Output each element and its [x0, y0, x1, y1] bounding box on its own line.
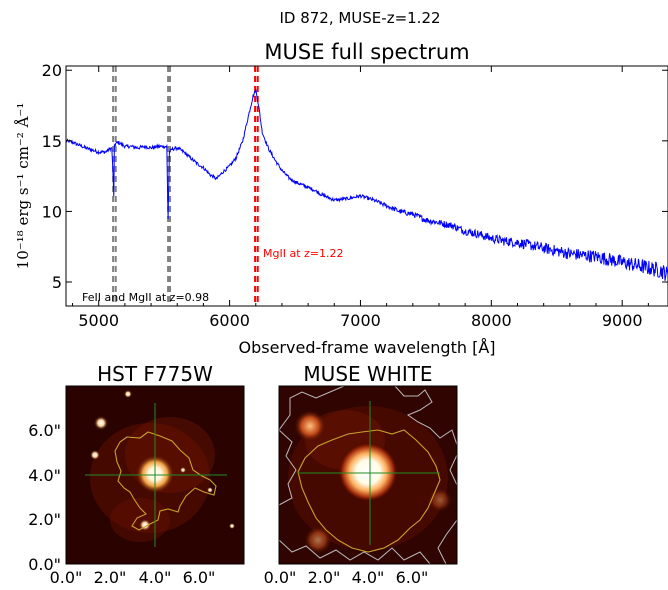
- muse-x-tick-label: 4.0": [352, 568, 385, 587]
- muse-frame: [278, 385, 458, 565]
- hst-contour: [114, 431, 217, 531]
- spectrum-y-tick-label: 15: [42, 132, 62, 151]
- spectrum-y-ticks: 5 10 15 20: [42, 61, 668, 292]
- spectrum-title: MUSE full spectrum: [264, 40, 469, 64]
- hst-y-tick-label: 0.0": [28, 555, 61, 574]
- spectrum-x-tick-label: 7000: [340, 311, 381, 330]
- spectrum-y-tick-label: 20: [42, 61, 62, 80]
- muse-x-tick-label: 6.0": [396, 568, 429, 587]
- hst-source: [229, 523, 235, 529]
- hst-frame: [65, 385, 245, 565]
- muse-central-source: [338, 442, 398, 502]
- hst-x-tick-label: 6.0": [183, 568, 216, 587]
- hst-source: [94, 416, 108, 430]
- hst-source: [207, 487, 213, 493]
- muse-x-tick-label: 0.0": [264, 568, 297, 587]
- muse-source: [294, 410, 326, 442]
- spectrum-series-line: [66, 89, 668, 281]
- hst-y-tick-label: 4.0": [28, 466, 61, 485]
- spectrum-y-tick-label: 10: [42, 202, 62, 221]
- muse-image: [279, 386, 457, 564]
- spectrum-y-axis-label: 10⁻¹⁸ erg s⁻¹ cm⁻² Å⁻¹: [14, 103, 32, 270]
- spectrum-panel: MUSE full spectrum MgII at z=1.22 FeII a…: [14, 40, 668, 357]
- muse-contour-grey: [279, 386, 457, 564]
- hst-y-tick-label: 2.0": [28, 510, 61, 529]
- muse-title: MUSE WHITE: [303, 362, 432, 386]
- hst-y-tick-label: 6.0": [28, 421, 61, 440]
- hst-x-tick-label: 2.0": [94, 568, 127, 587]
- figure-suptitle: ID 872, MUSE-z=1.22: [279, 9, 440, 27]
- spectrum-y-tick-label: 5: [52, 273, 62, 292]
- spectrum-x-ticks: 5000 6000 7000 8000 9000: [72, 66, 649, 330]
- spectrum-frame: [65, 65, 668, 307]
- spectrum-x-tick-label: 5000: [78, 311, 119, 330]
- spectrum-x-tick-label: 8000: [471, 311, 512, 330]
- hst-source: [90, 450, 100, 460]
- spectrum-x-axis-label: Observed-frame wavelength [Å]: [239, 338, 496, 357]
- hst-x-tick-label: 0.0": [50, 568, 83, 587]
- mgii-annotation: MgII at z=1.22: [263, 247, 344, 260]
- hst-x-tick-label: 4.0": [139, 568, 172, 587]
- muse-source: [304, 526, 332, 554]
- hst-source: [180, 467, 186, 473]
- spectrum-x-tick-label: 6000: [209, 311, 250, 330]
- hst-image: [66, 386, 244, 564]
- spectrum-x-tick-label: 9000: [602, 311, 643, 330]
- muse-contour: [297, 429, 441, 553]
- hst-title: HST F775W: [97, 362, 213, 386]
- muse-panel: MUSE WHITE 0.0" 2.0" 4.0" 6.0": [264, 362, 458, 587]
- hst-panel: HST F775W 0.0" 2.0" 4.0" 6.0": [28, 362, 245, 587]
- spectrum-plot-area: [66, 66, 668, 306]
- reference-lines: [112, 66, 259, 306]
- muse-x-tick-label: 2.0": [308, 568, 341, 587]
- feii-mgii-annotation: FeII and MgII at z=0.98: [82, 291, 209, 304]
- hst-source: [124, 390, 132, 398]
